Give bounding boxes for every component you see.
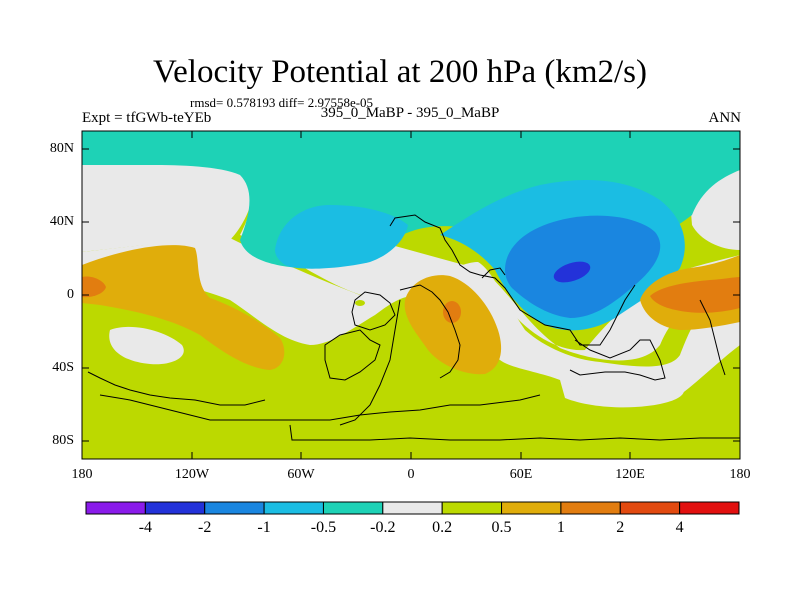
coastlines	[87, 214, 740, 441]
colorbar-tick-label: 0.5	[491, 519, 512, 536]
fill-level-orange-west	[82, 245, 285, 370]
y-tick-label: 80N	[49, 141, 74, 156]
colorbar	[85, 501, 740, 515]
colorbar-swatch	[85, 501, 146, 515]
x-tick-label: 60W	[287, 467, 315, 482]
colorbar-tick-label: -0.5	[310, 519, 337, 536]
x-tick-label: 120E	[615, 467, 645, 482]
contour-field	[82, 131, 740, 459]
colorbar-tick-label: 2	[616, 519, 625, 536]
x-tick-label: 60E	[509, 467, 533, 482]
colorbar-tick-label: 0.2	[432, 519, 453, 536]
fill-small-patch	[355, 300, 365, 306]
colorbar-swatch	[679, 501, 740, 515]
colorbar-swatch	[501, 501, 562, 515]
colorbar-tick-label: -4	[138, 519, 153, 536]
axis-ticks	[81, 131, 741, 459]
right-subtitle: ANN	[708, 110, 742, 126]
fill-neutral-south	[560, 380, 684, 408]
x-tick-label: 180	[71, 467, 93, 482]
colorbar-swatch	[204, 501, 265, 515]
fill-neutral-band	[82, 160, 740, 361]
colorbar-tick-label: -2	[198, 519, 212, 536]
y-tick-label: 40S	[52, 360, 74, 375]
left-subtitle: Expt = tfGWb-teYEb	[82, 110, 212, 126]
x-tick-label: 120W	[174, 467, 210, 482]
fill-neutral-sw	[109, 326, 184, 365]
x-tick-label: 180	[729, 467, 751, 482]
colorbar-tick-label: -1	[257, 519, 271, 536]
colorbar-swatch	[382, 501, 443, 515]
fill-level-darkorange-africa	[443, 301, 461, 323]
center-subtitle: 395_0_MaBP - 395_0_MaBP	[320, 105, 500, 121]
y-tick-label: 80S	[52, 433, 74, 448]
colorbar-swatch	[144, 501, 206, 515]
fill-neutral-mid	[82, 238, 740, 404]
colorbar-swatch	[560, 501, 621, 515]
colorbar-swatch	[441, 501, 503, 515]
colorbar-swatch	[619, 501, 681, 515]
colorbar-tick-label: 1	[556, 519, 565, 536]
chart-title: Velocity Potential at 200 hPa (km2/s)	[152, 54, 648, 90]
x-tick-label: 0	[407, 467, 415, 482]
y-tick-label: 0	[67, 287, 74, 302]
fill-level-darkorange-east	[650, 277, 740, 313]
fill-level-navy-minimum	[553, 261, 591, 283]
colorbar-swatch	[263, 501, 324, 515]
fill-level-darkorange-west	[82, 276, 106, 298]
colorbar-swatch	[322, 501, 384, 515]
fill-level-lightblue-west	[275, 205, 408, 269]
colorbar-tick-label: -0.2	[370, 519, 396, 536]
y-tick-label: 40N	[49, 214, 74, 229]
stats-label: rmsd= 0.578193 diff= 2.97558e-05	[190, 95, 374, 110]
colorbar-tick-label: 4	[675, 519, 684, 536]
fill-neutral-north	[82, 165, 255, 252]
